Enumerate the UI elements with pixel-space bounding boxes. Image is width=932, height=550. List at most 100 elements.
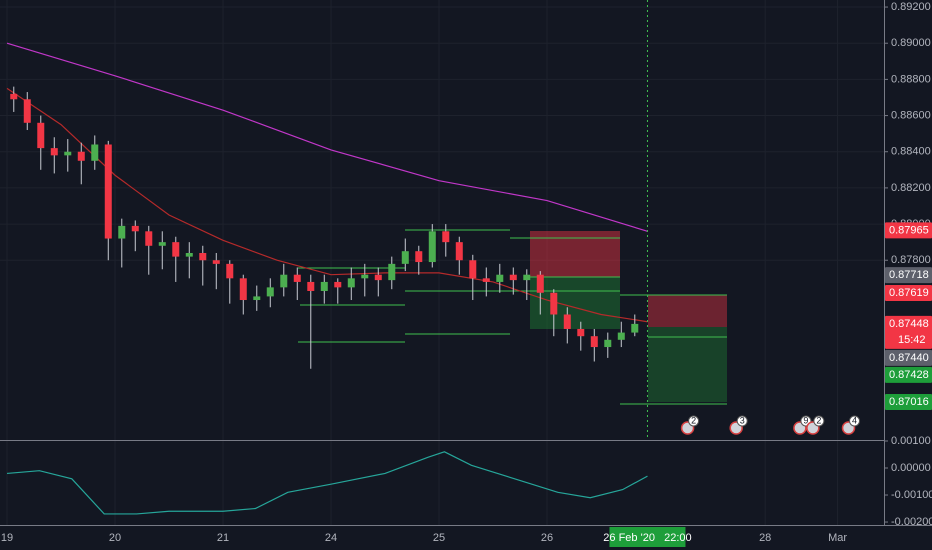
candle-body [536, 274, 544, 293]
candle-body [199, 253, 207, 261]
candle-body [239, 278, 247, 301]
y-tick-label: 0.89000 [891, 37, 931, 49]
candle-body [469, 260, 477, 279]
candle-body [631, 323, 639, 333]
candle-body [131, 225, 139, 232]
candle-body [482, 278, 490, 282]
drawings [298, 229, 727, 405]
y-tick-label: -0.00100 [891, 489, 932, 501]
line-series [6, 87, 648, 323]
candle-body [334, 281, 342, 288]
candle-body [104, 144, 112, 239]
x-tick-label: 19 [1, 532, 13, 544]
x-tick-label: 24 [325, 532, 337, 544]
price-tag [885, 315, 932, 349]
x-tick-label: 28 [759, 532, 771, 544]
candle-body [374, 274, 382, 281]
y-tick-label: 0.88200 [891, 182, 931, 194]
x-tick-label: 20 [109, 532, 121, 544]
candle-body [577, 328, 585, 337]
price-tag-label: 0.87965 [889, 224, 929, 236]
candle-body [320, 281, 328, 291]
candle-body [428, 231, 436, 263]
reward-zone [530, 277, 620, 329]
event-count: 2 [816, 415, 821, 425]
candle-body [361, 274, 369, 279]
event-count: 9 [803, 415, 808, 425]
candle-body [523, 274, 531, 281]
candle-body [185, 253, 193, 257]
candle-body [293, 274, 301, 282]
reward-zone [648, 327, 727, 402]
risk-zone [648, 295, 727, 327]
event-count: 2 [691, 415, 696, 425]
candle-body [401, 251, 409, 264]
candle-body [388, 263, 396, 281]
risk-zone [530, 231, 620, 277]
candle-body [604, 339, 612, 348]
candle-body [563, 314, 571, 329]
candle-body [347, 278, 355, 288]
candle-body [266, 287, 274, 297]
price-tag-label: 0.87428 [889, 369, 929, 381]
price-tag-label: 0.87619 [889, 287, 929, 299]
y-tick-label: 0.89200 [891, 1, 931, 13]
candle-body [442, 231, 450, 243]
candle-body [617, 332, 625, 340]
crosshair-time-tag [609, 527, 686, 547]
y-tick-label: 0.88400 [891, 146, 931, 158]
event-badge [688, 415, 700, 427]
candle-body [212, 260, 220, 264]
candle-body [496, 274, 504, 282]
price-tag-label: 0.87440 [889, 352, 929, 364]
candle-body [50, 148, 58, 156]
candle-body [455, 242, 463, 261]
grid [0, 0, 884, 525]
line-series [6, 42, 648, 232]
event-count: 4 [852, 415, 857, 425]
candle-body [280, 274, 288, 288]
horizontal-lines [298, 229, 727, 405]
x-tick-label: Mar [828, 532, 847, 544]
price-tag [885, 394, 932, 411]
candle-body [172, 242, 180, 257]
x-tick-label: 21 [217, 532, 229, 544]
y-tick-label: 0.00000 [891, 462, 931, 474]
candle-body [226, 263, 234, 279]
event-badge [736, 415, 748, 427]
candle-body [37, 122, 45, 149]
candle-body [307, 281, 315, 291]
candle-body [158, 242, 166, 246]
y-tick-label: 0.87800 [891, 254, 931, 266]
x-tick-label: 26 [541, 532, 553, 544]
candle-body [118, 225, 126, 239]
y-tick-label: 0.88600 [891, 109, 931, 121]
event-badge [813, 415, 825, 427]
price-tag-label: 0.87016 [889, 396, 929, 408]
candle-body [509, 274, 517, 281]
price-tag [885, 349, 932, 366]
price-tag [885, 284, 932, 301]
candle-body [91, 144, 99, 161]
candle-body [550, 292, 558, 315]
y-tick-label: -0.00200 [891, 516, 932, 528]
candle-body [415, 251, 423, 263]
price-tag [885, 366, 932, 383]
line-series [6, 451, 648, 515]
y-tick-label: 0.88800 [891, 73, 931, 85]
event-count: 3 [740, 415, 745, 425]
price-tag [885, 267, 932, 284]
candle-body [23, 99, 31, 123]
candle-body [145, 231, 153, 246]
price-tag [885, 222, 932, 239]
candle-body [253, 296, 261, 301]
countdown-label: 15:42 [898, 334, 926, 346]
event-badge [849, 415, 861, 427]
candle-body [77, 151, 85, 161]
x-tick-label: 25 [433, 532, 445, 544]
crosshair-time-label: 26 Feb '20 22:00 [603, 532, 691, 544]
price-tag-label: 0.87448 [889, 318, 929, 330]
candle-body [64, 151, 72, 156]
candle-body [10, 93, 18, 100]
